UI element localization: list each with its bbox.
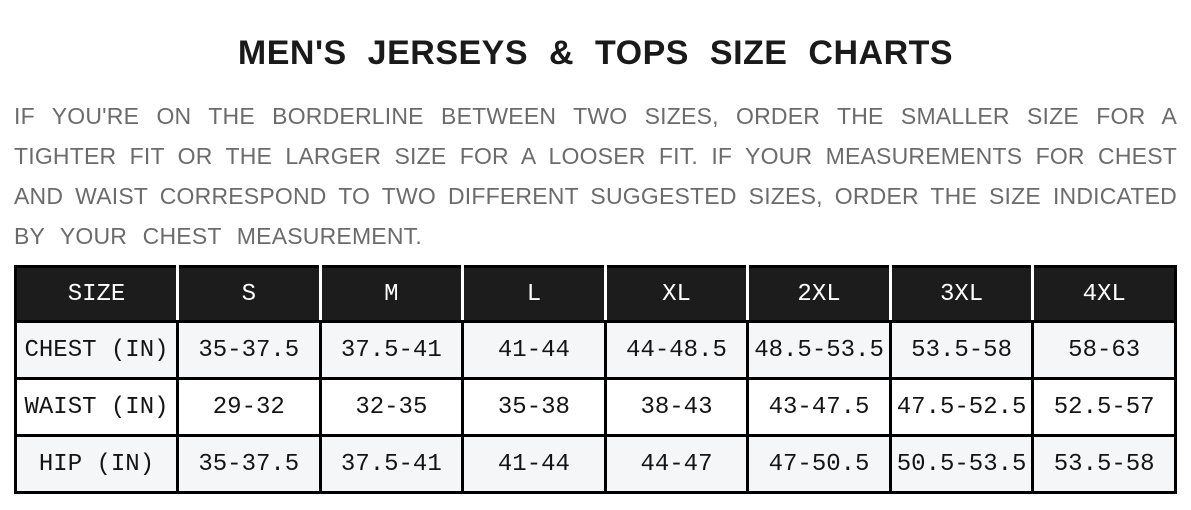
size-chart-table: SIZE S M L XL 2XL 3XL 4XL CHEST (IN) 35-37.5 37.5…: [14, 265, 1177, 494]
size-value-cell: 44-48.5: [603, 320, 750, 380]
size-value-cell: 37.5-41: [318, 434, 465, 494]
row-label: CHEST (IN): [14, 320, 179, 380]
column-header-s: S: [176, 266, 321, 323]
size-value-cell: 47-50.5: [746, 434, 892, 494]
column-header-2xl: 2XL: [746, 266, 891, 323]
size-value-cell: 29-32: [176, 377, 322, 437]
column-header-4xl: 4XL: [1031, 266, 1176, 323]
column-header-3xl: 3XL: [888, 266, 1033, 323]
intro-line-1: IF YOU'RE ON THE BORDERLINE BETWEEN TWO …: [14, 103, 1177, 129]
size-value-cell: 53.5-58: [1031, 434, 1177, 494]
size-value-cell: 38-43: [603, 377, 750, 437]
size-value-cell: 48.5-53.5: [746, 320, 892, 380]
size-value-cell: 47.5-52.5: [888, 377, 1035, 437]
size-value-cell: 32-35: [318, 377, 465, 437]
size-chart-header-row: SIZE S M L XL 2XL 3XL 4XL: [15, 266, 1176, 323]
size-chart-row-hip: HIP (IN) 35-37.5 37.5-41 41-44 44-47 47-50.5 5…: [14, 434, 1177, 494]
column-header-size: SIZE: [15, 266, 178, 323]
size-value-cell: 35-38: [461, 377, 607, 437]
size-chart-page: MEN'S JERSEYS & TOPS SIZE CHARTS IF YOU'…: [14, 34, 1177, 494]
size-chart-header: SIZE S M L XL 2XL 3XL 4XL: [15, 266, 1176, 323]
intro-paragraph: IF YOU'RE ON THE BORDERLINE BETWEEN TWO …: [14, 96, 1177, 256]
intro-line-4: BY YOUR CHEST MEASUREMENT.: [14, 223, 422, 249]
row-label: HIP (IN): [14, 434, 179, 494]
size-value-cell: 58-63: [1031, 320, 1177, 380]
intro-line-3: AND WAIST CORRESPOND TO TWO DIFFERENT SU…: [14, 183, 1177, 209]
size-value-cell: 52.5-57: [1031, 377, 1177, 437]
size-value-cell: 35-37.5: [176, 320, 322, 380]
column-header-m: M: [318, 266, 463, 323]
size-value-cell: 37.5-41: [318, 320, 465, 380]
size-value-cell: 53.5-58: [888, 320, 1035, 380]
size-value-cell: 35-37.5: [176, 434, 322, 494]
size-value-cell: 44-47: [603, 434, 750, 494]
size-chart-row-chest: CHEST (IN) 35-37.5 37.5-41 41-44 44-48.5 48.5…: [14, 320, 1177, 380]
size-value-cell: 43-47.5: [746, 377, 892, 437]
row-label: WAIST (IN): [14, 377, 179, 437]
page-title: MEN'S JERSEYS & TOPS SIZE CHARTS: [237, 34, 954, 72]
column-header-l: L: [461, 266, 606, 323]
size-chart-body: CHEST (IN) 35-37.5 37.5-41 41-44 44-48.5 48.5…: [14, 320, 1177, 494]
column-header-xl: XL: [603, 266, 748, 323]
size-value-cell: 41-44: [461, 434, 607, 494]
size-value-cell: 41-44: [461, 320, 607, 380]
size-value-cell: 50.5-53.5: [888, 434, 1035, 494]
intro-line-2: TIGHTER FIT OR THE LARGER SIZE FOR A LOO…: [14, 143, 1177, 169]
size-chart-row-waist: WAIST (IN) 29-32 32-35 35-38 38-43 43-47.5 47.…: [14, 377, 1177, 437]
